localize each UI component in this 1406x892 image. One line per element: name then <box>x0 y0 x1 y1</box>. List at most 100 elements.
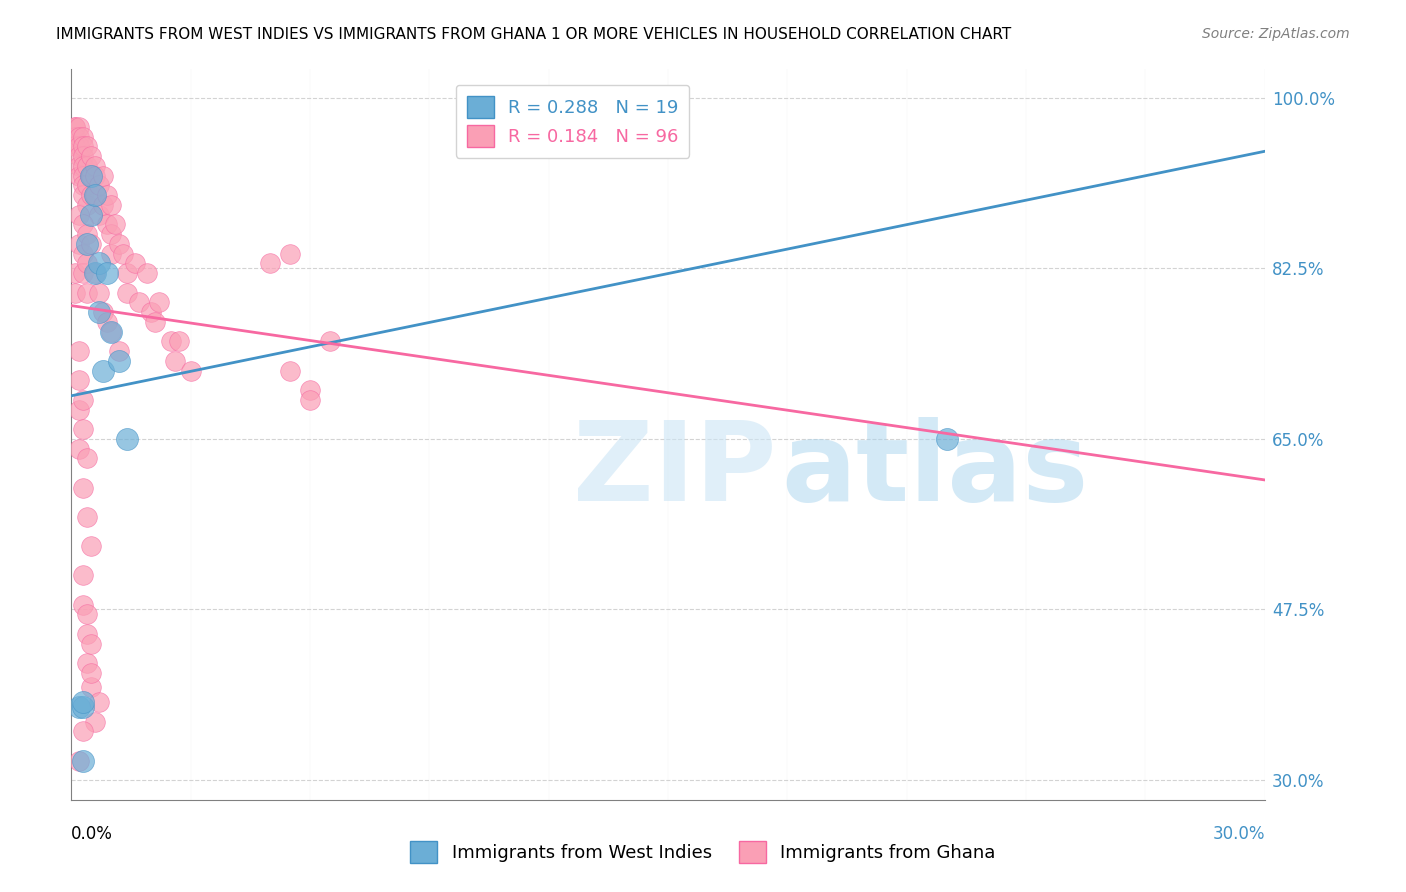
Point <box>72 392 94 407</box>
Point <box>100 325 122 339</box>
Point <box>67 129 90 144</box>
Point <box>104 218 127 232</box>
Point <box>72 724 94 739</box>
Point <box>96 315 118 329</box>
Point <box>67 700 90 714</box>
Point <box>87 285 110 300</box>
Point <box>100 246 122 260</box>
Point <box>298 383 321 397</box>
Point <box>87 208 110 222</box>
Point <box>67 373 90 387</box>
Point <box>115 432 138 446</box>
Point <box>67 120 90 134</box>
Point <box>96 188 118 202</box>
Point <box>76 178 98 193</box>
Point <box>115 266 138 280</box>
Point <box>67 159 90 173</box>
Legend: R = 0.288   N = 19, R = 0.184   N = 96: R = 0.288 N = 19, R = 0.184 N = 96 <box>456 85 689 158</box>
Point <box>72 246 94 260</box>
Point <box>67 442 90 456</box>
Point <box>72 149 94 163</box>
Point <box>72 169 94 183</box>
Point <box>72 422 94 436</box>
Point <box>259 256 281 270</box>
Point <box>76 509 98 524</box>
Point <box>278 364 301 378</box>
Point <box>319 334 342 349</box>
Point <box>76 139 98 153</box>
Point <box>108 236 131 251</box>
Point <box>72 481 94 495</box>
Point <box>63 120 86 134</box>
Point <box>76 256 98 270</box>
Point <box>72 129 94 144</box>
Point <box>80 539 103 553</box>
Point <box>63 139 86 153</box>
Point <box>657 115 679 129</box>
Text: 30.0%: 30.0% <box>1212 825 1265 843</box>
Point <box>72 754 94 768</box>
Point <box>143 315 166 329</box>
Point <box>91 305 114 319</box>
Point <box>72 695 94 709</box>
Point <box>84 169 107 183</box>
Point <box>80 636 103 650</box>
Point <box>67 402 90 417</box>
Point <box>139 305 162 319</box>
Point <box>76 227 98 242</box>
Point <box>63 120 86 134</box>
Point <box>111 246 134 260</box>
Point <box>128 295 150 310</box>
Point <box>76 627 98 641</box>
Point <box>67 169 90 183</box>
Point <box>80 236 103 251</box>
Point <box>100 198 122 212</box>
Text: IMMIGRANTS FROM WEST INDIES VS IMMIGRANTS FROM GHANA 1 OR MORE VEHICLES IN HOUSE: IMMIGRANTS FROM WEST INDIES VS IMMIGRANT… <box>56 27 1011 42</box>
Point <box>63 285 86 300</box>
Point <box>163 354 186 368</box>
Point <box>76 285 98 300</box>
Point <box>84 188 107 202</box>
Point <box>76 236 98 251</box>
Point <box>91 198 114 212</box>
Point <box>91 169 114 183</box>
Point <box>72 178 94 193</box>
Point <box>80 149 103 163</box>
Point <box>76 451 98 466</box>
Point <box>72 598 94 612</box>
Text: atlas: atlas <box>782 417 1088 524</box>
Point <box>180 364 202 378</box>
Text: 0.0%: 0.0% <box>72 825 112 843</box>
Point <box>80 188 103 202</box>
Point <box>84 266 107 280</box>
Point <box>84 714 107 729</box>
Legend: Immigrants from West Indies, Immigrants from Ghana: Immigrants from West Indies, Immigrants … <box>399 830 1007 874</box>
Point <box>80 169 103 183</box>
Point <box>72 266 94 280</box>
Point <box>935 432 957 446</box>
Point <box>76 607 98 622</box>
Point <box>67 149 90 163</box>
Point <box>72 159 94 173</box>
Point <box>648 115 671 129</box>
Point <box>108 344 131 359</box>
Point <box>148 295 170 310</box>
Point <box>84 266 107 280</box>
Point <box>80 208 103 222</box>
Point <box>298 392 321 407</box>
Point <box>76 198 98 212</box>
Point <box>115 285 138 300</box>
Point <box>72 700 94 714</box>
Point <box>124 256 146 270</box>
Point <box>108 354 131 368</box>
Point <box>67 139 90 153</box>
Point <box>80 681 103 695</box>
Point <box>135 266 157 280</box>
Point <box>100 325 122 339</box>
Point <box>87 305 110 319</box>
Point <box>76 656 98 670</box>
Point <box>87 256 110 270</box>
Point <box>76 159 98 173</box>
Point <box>96 218 118 232</box>
Point <box>87 178 110 193</box>
